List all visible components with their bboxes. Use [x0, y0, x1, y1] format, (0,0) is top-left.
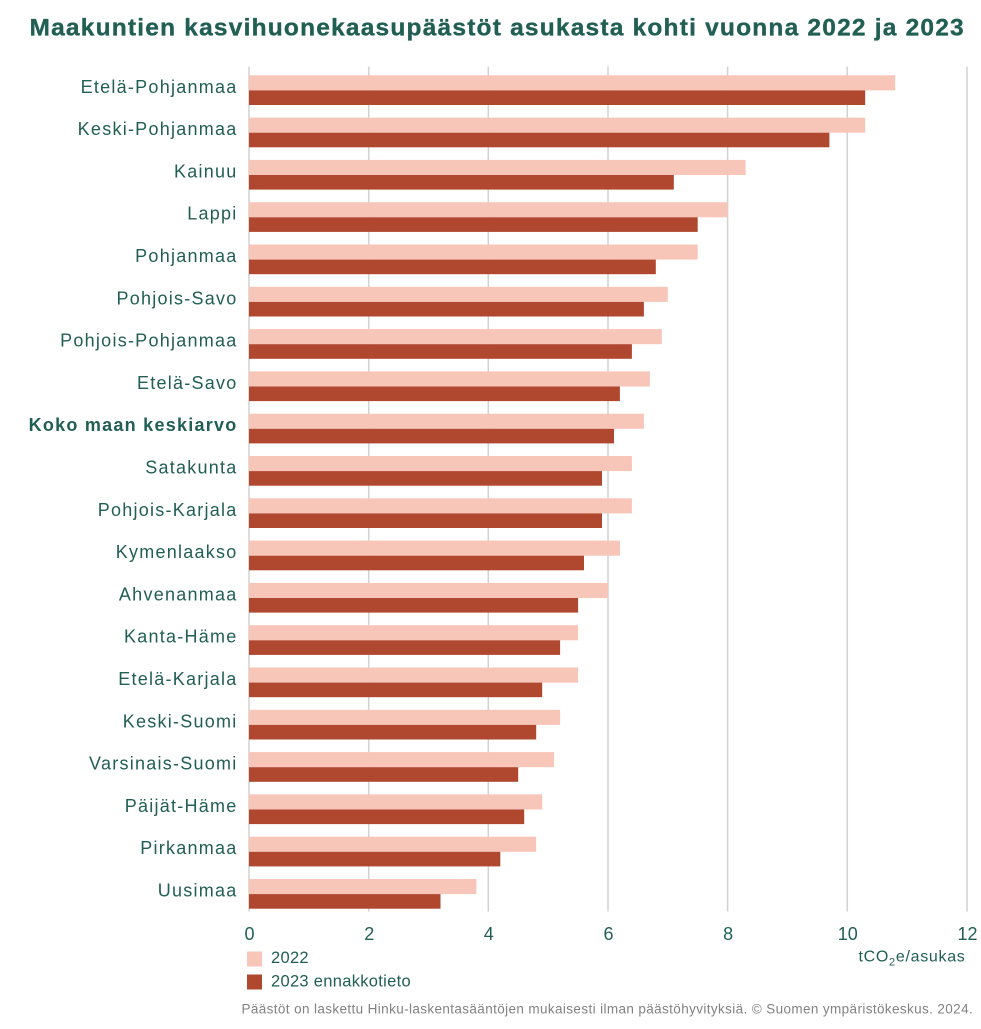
svg-text:4: 4 [484, 924, 494, 944]
svg-text:0: 0 [244, 924, 254, 944]
svg-text:10: 10 [838, 924, 858, 944]
svg-text:Pohjanmaa: Pohjanmaa [135, 246, 237, 266]
svg-text:8: 8 [723, 924, 733, 944]
svg-text:Etelä-Karjala: Etelä-Karjala [118, 669, 237, 689]
svg-text:2022: 2022 [271, 949, 309, 967]
svg-text:Varsinais-Suomi: Varsinais-Suomi [89, 754, 237, 774]
svg-text:Kainuu: Kainuu [174, 161, 238, 181]
svg-text:Päästöt on laskettu Hinku-lask: Päästöt on laskettu Hinku-laskentasääntö… [242, 1001, 974, 1016]
svg-text:6: 6 [603, 924, 613, 944]
svg-text:Satakunta: Satakunta [145, 458, 237, 478]
svg-text:Keski-Suomi: Keski-Suomi [123, 711, 238, 731]
svg-text:Pirkanmaa: Pirkanmaa [140, 838, 237, 858]
svg-text:Pohjois-Savo: Pohjois-Savo [116, 288, 237, 308]
svg-text:tCO2e/asukas: tCO2e/asukas [858, 949, 965, 969]
svg-text:Etelä-Savo: Etelä-Savo [137, 373, 238, 393]
svg-text:Kanta-Häme: Kanta-Häme [124, 627, 238, 647]
svg-text:Päijät-Häme: Päijät-Häme [125, 796, 238, 816]
svg-text:Uusimaa: Uusimaa [158, 881, 238, 901]
svg-text:12: 12 [957, 924, 977, 944]
svg-text:Pohjois-Pohjanmaa: Pohjois-Pohjanmaa [60, 331, 237, 351]
svg-text:Maakuntien kasvihuonekaasupääs: Maakuntien kasvihuonekaasupäästöt asukas… [30, 15, 965, 42]
svg-text:2: 2 [364, 924, 374, 944]
svg-text:Pohjois-Karjala: Pohjois-Karjala [98, 500, 238, 520]
svg-text:2023 ennakkotieto: 2023 ennakkotieto [271, 972, 411, 990]
svg-text:Ahvenanmaa: Ahvenanmaa [119, 584, 238, 604]
svg-text:Kymenlaakso: Kymenlaakso [116, 542, 238, 562]
svg-text:Koko maan keskiarvo: Koko maan keskiarvo [29, 415, 238, 435]
svg-text:Keski-Pohjanmaa: Keski-Pohjanmaa [78, 119, 238, 139]
svg-text:Etelä-Pohjanmaa: Etelä-Pohjanmaa [81, 77, 238, 97]
svg-text:Lappi: Lappi [187, 204, 237, 224]
